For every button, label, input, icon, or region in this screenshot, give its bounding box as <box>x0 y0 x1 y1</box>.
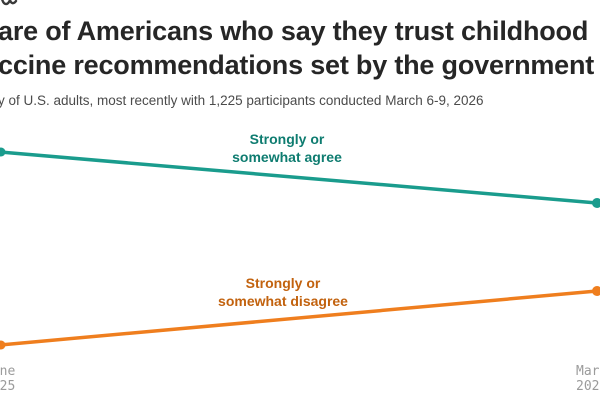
fragment-stroke <box>1 0 18 6</box>
agree-end-dot <box>592 198 600 208</box>
disagree-line <box>0 289 598 347</box>
chart-title-line1: are of Americans who say they trust chil… <box>0 16 589 46</box>
disagree-end-dot <box>592 286 600 296</box>
x-axis-label-june-2025: June 2025 <box>0 364 16 394</box>
chart-title-line2: ccine recommendations set by the governm… <box>0 50 595 80</box>
chart-subtitle: y of U.S. adults, most recently with 1,2… <box>0 93 484 108</box>
agree-series-label: Strongly or somewhat agree <box>232 131 342 165</box>
x-axis-label-march-2026: March 2026 <box>576 364 600 394</box>
chart-title: are of Americans who say they trust chil… <box>0 14 594 82</box>
agree-line <box>0 150 598 205</box>
disagree-series-label: Strongly or somewhat disagree <box>218 275 348 309</box>
agree-start-dot <box>0 147 6 157</box>
disagree-start-dot <box>0 340 6 350</box>
cropped-glyph-fragment <box>1 0 18 6</box>
